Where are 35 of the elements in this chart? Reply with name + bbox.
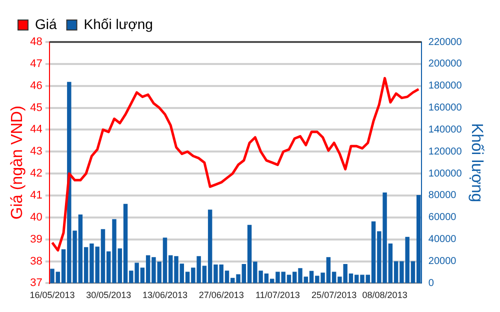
x-tick-label: 25/07/2013 bbox=[312, 290, 357, 300]
y-tick-label: 38 bbox=[30, 255, 42, 268]
y2-tick-label: 200000 bbox=[428, 58, 462, 70]
x-tick-label: 08/08/2013 bbox=[362, 290, 408, 300]
y2-tick-label: 20000 bbox=[428, 256, 457, 268]
y2-tick-label: 160000 bbox=[428, 102, 462, 114]
y-tick-label: 46 bbox=[30, 80, 42, 92]
y2-tick-label: 140000 bbox=[428, 124, 462, 136]
y-tick-label: 48 bbox=[30, 36, 42, 48]
y-tick-label: 44 bbox=[30, 124, 42, 136]
y2-tick-label: 80000 bbox=[428, 190, 457, 202]
y2-tick-label: 40000 bbox=[428, 234, 457, 246]
y-tick-label: 40 bbox=[30, 211, 42, 224]
y-axis-title: Giá (ngàn VND) bbox=[9, 106, 26, 220]
x-tick-label: 11/07/2013 bbox=[256, 290, 300, 300]
x-tick-label: 16/05/2013 bbox=[30, 290, 75, 300]
legend-label: Giá bbox=[35, 16, 57, 32]
y-tick-label: 41 bbox=[30, 190, 42, 202]
y-tick-label: 43 bbox=[30, 146, 42, 158]
x-tick-label: 13/06/2013 bbox=[142, 290, 188, 300]
x-tick-label: 30/05/2013 bbox=[86, 290, 132, 300]
y2-tick-label: 60000 bbox=[428, 212, 457, 224]
y-tick-label: 37 bbox=[30, 277, 42, 290]
y-tick-label: 39 bbox=[30, 233, 42, 246]
y-tick-label: 42 bbox=[30, 168, 42, 180]
y2-tick-label: 100000 bbox=[428, 168, 462, 180]
y-tick-label: 45 bbox=[30, 102, 42, 114]
y2-tick-label: 120000 bbox=[428, 146, 462, 158]
y-tick-label: 47 bbox=[30, 58, 42, 70]
y2-tick-label: 0 bbox=[428, 278, 434, 289]
y2-tick-label: 180000 bbox=[428, 80, 462, 92]
y2-tick-label: 220000 bbox=[428, 36, 462, 48]
legend-label: Khối lượng bbox=[84, 16, 153, 32]
y2-axis-title: Khối lượng bbox=[468, 123, 485, 202]
x-tick-label: 27/06/2013 bbox=[198, 290, 244, 300]
